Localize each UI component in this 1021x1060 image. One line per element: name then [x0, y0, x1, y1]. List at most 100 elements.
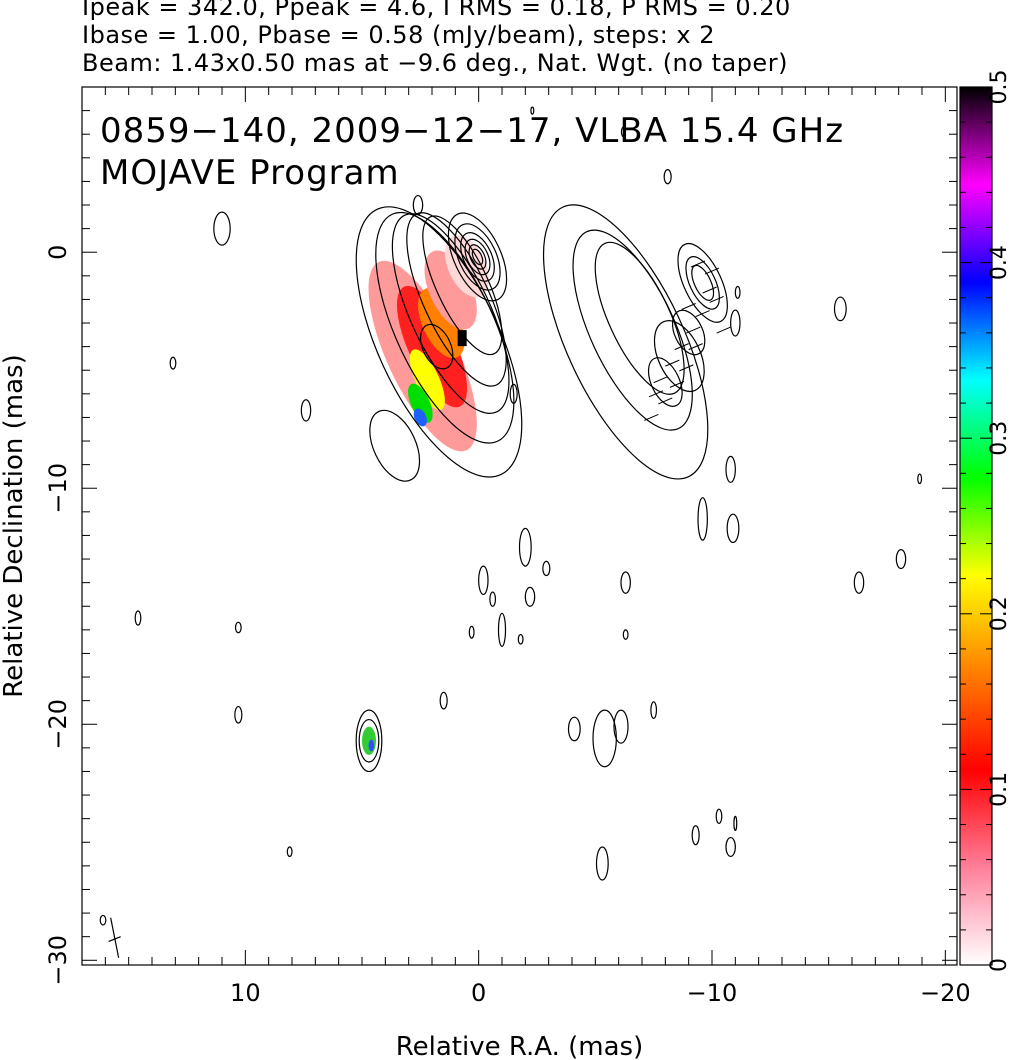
beam-marker [108, 936, 121, 942]
color-fill-region [409, 349, 445, 411]
noise-contour [726, 513, 740, 544]
polarization-contour [653, 320, 705, 393]
intensity-contour [419, 323, 454, 370]
noise-contour [917, 473, 923, 485]
noise-contour [286, 846, 293, 858]
intensity-contour [447, 212, 508, 302]
noise-contour [650, 701, 658, 719]
noise-contour [99, 914, 107, 926]
noise-contour [592, 709, 617, 768]
noise-contour [733, 815, 738, 832]
colorbar-tick-label: 0.2 [987, 596, 1012, 631]
polarization-vector [653, 376, 668, 384]
noise-contour [468, 625, 475, 639]
polarization-contour [572, 229, 693, 431]
noise-contour [595, 846, 609, 881]
y-axis-label: Relative Declination (mas) [0, 354, 29, 697]
colorbar-tick-labels: 0 0.1 0.2 0.3 0.4 0.5 [987, 70, 1012, 973]
noise-contour [497, 612, 507, 647]
noise-contour [518, 527, 532, 567]
noise-contour [697, 497, 708, 541]
noise-contour [509, 383, 518, 404]
polarization-contour [685, 256, 720, 310]
noise-contour [530, 106, 535, 115]
intensity-contour [454, 223, 501, 291]
polarization-vector [686, 326, 701, 334]
colorbar-tick-label: 0.5 [987, 70, 1012, 105]
polarization-vector [709, 295, 724, 303]
chart-subtitle: MOJAVE Program [100, 153, 400, 193]
noise-contour [234, 705, 243, 724]
x-axis-label: Relative R.A. (mas) [396, 1032, 643, 1060]
noise-contour [833, 296, 847, 322]
intensity-contour [460, 232, 495, 282]
x-tick-label: −10 [687, 979, 738, 1007]
polarization-vector [695, 310, 710, 318]
color-fill-region [407, 383, 433, 423]
x-tick-label: −20 [920, 979, 971, 1007]
noise-contour [730, 309, 741, 337]
noise-contour [517, 633, 524, 645]
noise-contour [300, 399, 312, 422]
x-tick-labels: 10 0 −10 −20 [230, 979, 971, 1007]
polarization-vector [658, 397, 673, 405]
y-tick-label: −30 [44, 935, 72, 986]
noise-contour [725, 455, 736, 483]
y-tick-label: −20 [44, 699, 72, 750]
color-fill-region [368, 739, 375, 752]
intensity-contour [468, 244, 487, 270]
colorbar-tick-label: 0.1 [987, 772, 1012, 807]
polarization-contour [691, 264, 715, 301]
colorbar-tick-label: 0.4 [987, 245, 1012, 280]
polarization-contour [671, 309, 706, 356]
color-fill-region [362, 726, 376, 755]
total-intensity-contours [99, 106, 923, 926]
noise-contour [613, 709, 629, 744]
header-line-3: Beam: 1.43x0.50 mas at −9.6 deg., Nat. W… [82, 49, 788, 77]
color-fill-region [418, 287, 465, 359]
noise-contour [439, 691, 448, 710]
polarization-vector [665, 359, 680, 367]
noise-contour [355, 709, 383, 773]
colorbar-ticks [960, 86, 992, 966]
x-tick-label: 0 [471, 979, 486, 1007]
noise-contour [542, 560, 551, 577]
polarization-vector [702, 286, 717, 294]
polarization-contours [108, 204, 731, 959]
beam-marker [110, 917, 120, 959]
polarization-contour [594, 241, 685, 395]
noise-contour [213, 211, 231, 246]
noise-contour [358, 718, 380, 763]
noise-contour [134, 610, 142, 626]
y-tick-label: 0 [44, 245, 72, 260]
noise-contour [691, 825, 700, 846]
polarization-vector [704, 267, 720, 275]
noise-contour [663, 169, 672, 185]
polarization-vector [690, 260, 706, 268]
intensity-contour [471, 248, 484, 266]
noise-contour [853, 571, 865, 594]
polarization-vector [688, 343, 703, 351]
intensity-contour [375, 211, 515, 444]
axis-ticks [81, 86, 957, 965]
polarization-vector [674, 343, 689, 351]
polarization-vector [679, 364, 694, 372]
x-tick-label: 10 [230, 979, 261, 1007]
header-line-2: Ibase = 1.00, Pbase = 0.58 (mJy/beam), s… [82, 21, 716, 49]
polarization-vector [669, 380, 685, 388]
plot-frame [81, 86, 958, 966]
color-fill-region [413, 408, 427, 427]
polarization-color-fill [362, 235, 489, 755]
y-tick-label: −10 [44, 463, 72, 514]
polarization-vector [681, 303, 696, 310]
intensity-contour [464, 238, 491, 276]
polarization-vector [648, 390, 664, 398]
noise-contour [524, 586, 536, 607]
noise-contour [895, 549, 907, 570]
polarization-contour [542, 204, 709, 480]
noise-contour [620, 571, 631, 594]
polarization-vector [644, 413, 659, 421]
chart-title: 0859−140, 2009−12−17, VLBA 15.4 GHz [100, 111, 844, 151]
noise-contour [734, 285, 741, 299]
